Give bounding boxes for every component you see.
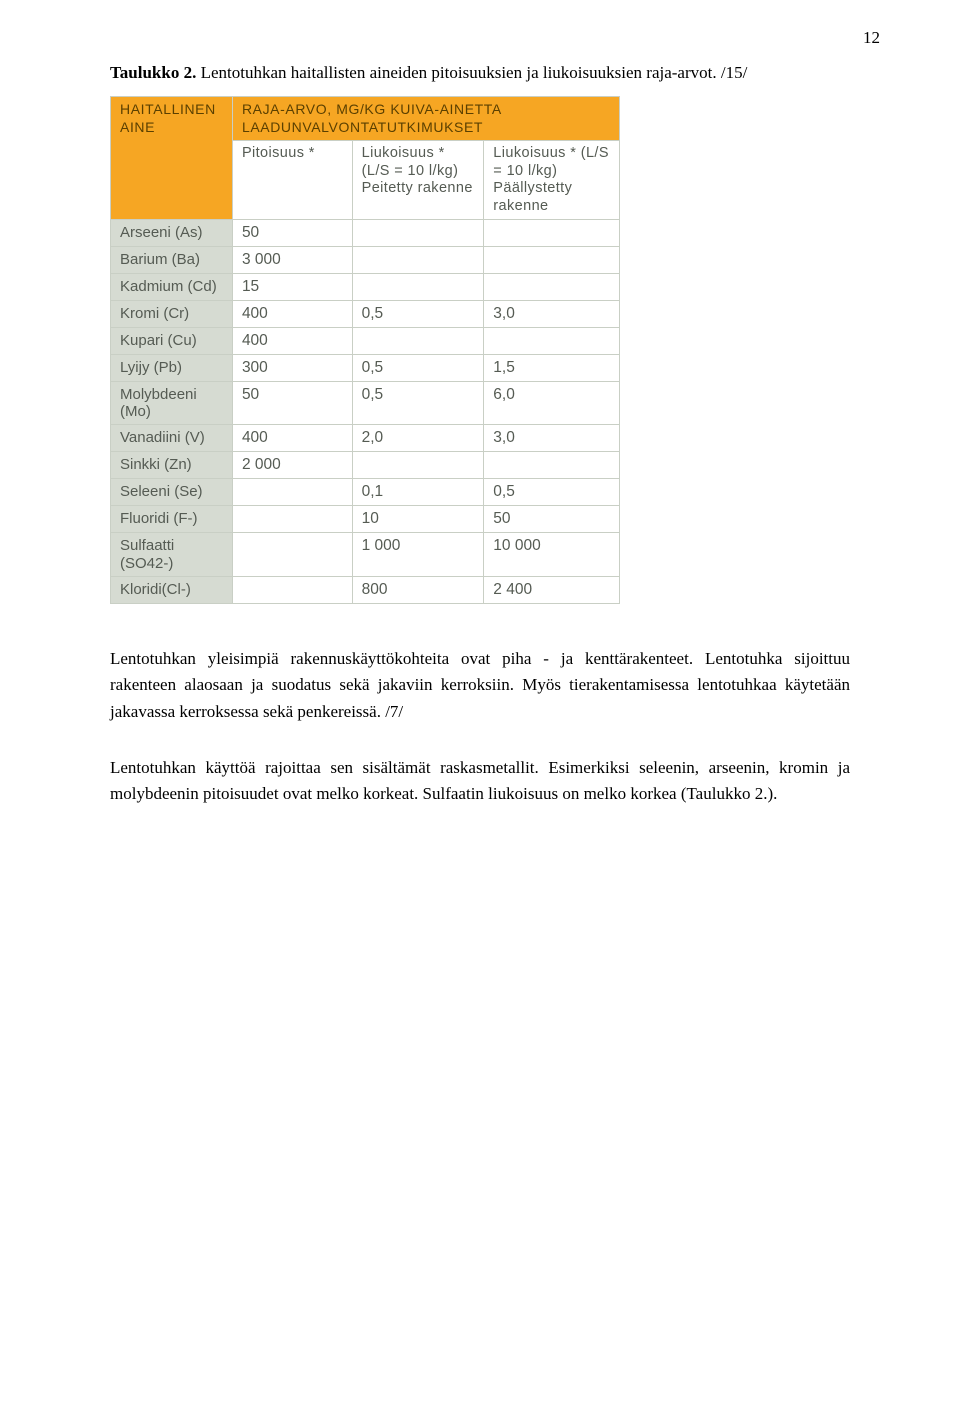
limits-table: HAITALLINEN AINE RAJA-ARVO, MG/KG KUIVA-… bbox=[110, 96, 620, 604]
cell-value bbox=[352, 273, 484, 300]
cell-value: 2 400 bbox=[484, 576, 620, 603]
table-row: Barium (Ba)3 000 bbox=[111, 246, 620, 273]
cell-value: 400 bbox=[232, 327, 352, 354]
table-row: Arseeni (As)50 bbox=[111, 219, 620, 246]
cell-value bbox=[232, 506, 352, 533]
cell-substance: Kadmium (Cd) bbox=[111, 273, 233, 300]
cell-value bbox=[352, 327, 484, 354]
paragraph-limits: Lentotuhkan käyttöä rajoittaa sen sisält… bbox=[110, 755, 850, 808]
cell-substance: Seleeni (Se) bbox=[111, 479, 233, 506]
cell-value: 50 bbox=[232, 381, 352, 425]
cell-substance: Vanadiini (V) bbox=[111, 425, 233, 452]
cell-substance: Barium (Ba) bbox=[111, 246, 233, 273]
cell-value: 50 bbox=[232, 219, 352, 246]
cell-value bbox=[352, 246, 484, 273]
table-caption: Taulukko 2. Lentotuhkan haitallisten ain… bbox=[110, 60, 850, 86]
paragraph-uses: Lentotuhkan yleisimpiä rakennuskäyttökoh… bbox=[110, 646, 850, 725]
limits-table-wrap: HAITALLINEN AINE RAJA-ARVO, MG/KG KUIVA-… bbox=[110, 96, 850, 604]
th-substance: HAITALLINEN AINE bbox=[111, 97, 233, 220]
cell-substance: Fluoridi (F-) bbox=[111, 506, 233, 533]
cell-value: 0,5 bbox=[352, 300, 484, 327]
cell-value: 0,5 bbox=[484, 479, 620, 506]
cell-value bbox=[484, 327, 620, 354]
cell-value bbox=[352, 452, 484, 479]
table-row: Seleeni (Se) 0,10,5 bbox=[111, 479, 620, 506]
cell-substance: Lyijy (Pb) bbox=[111, 354, 233, 381]
cell-value bbox=[232, 576, 352, 603]
table-row: Sinkki (Zn)2 000 bbox=[111, 452, 620, 479]
cell-value bbox=[484, 452, 620, 479]
cell-value bbox=[352, 219, 484, 246]
table-row: Kloridi(Cl-) 8002 400 bbox=[111, 576, 620, 603]
table-row: Fluoridi (F-) 1050 bbox=[111, 506, 620, 533]
th-solubility-covered: Liukoisuus * (L/S = 10 l/kg) Peitetty ra… bbox=[352, 141, 484, 220]
cell-substance: Molybdeeni (Mo) bbox=[111, 381, 233, 425]
cell-value: 800 bbox=[352, 576, 484, 603]
caption-text: Lentotuhkan haitallisten aineiden pitois… bbox=[201, 63, 748, 82]
cell-substance: Kupari (Cu) bbox=[111, 327, 233, 354]
table-row: Vanadiini (V)4002,03,0 bbox=[111, 425, 620, 452]
cell-value: 3,0 bbox=[484, 425, 620, 452]
cell-substance: Arseeni (As) bbox=[111, 219, 233, 246]
cell-value: 2,0 bbox=[352, 425, 484, 452]
cell-value: 400 bbox=[232, 425, 352, 452]
th-solubility-paved: Liukoisuus * (L/S = 10 l/kg) Päällystett… bbox=[484, 141, 620, 220]
cell-value bbox=[484, 246, 620, 273]
table-body: Arseeni (As)50Barium (Ba)3 000Kadmium (C… bbox=[111, 219, 620, 603]
table-row: Kromi (Cr)4000,53,0 bbox=[111, 300, 620, 327]
cell-value: 10 bbox=[352, 506, 484, 533]
cell-value: 400 bbox=[232, 300, 352, 327]
cell-substance: Kromi (Cr) bbox=[111, 300, 233, 327]
cell-substance: Kloridi(Cl-) bbox=[111, 576, 233, 603]
cell-value: 15 bbox=[232, 273, 352, 300]
cell-value: 0,1 bbox=[352, 479, 484, 506]
cell-value: 2 000 bbox=[232, 452, 352, 479]
cell-value bbox=[232, 479, 352, 506]
cell-value: 3,0 bbox=[484, 300, 620, 327]
cell-value: 6,0 bbox=[484, 381, 620, 425]
cell-value: 50 bbox=[484, 506, 620, 533]
table-row: Kadmium (Cd)15 bbox=[111, 273, 620, 300]
th-concentration: Pitoisuus * bbox=[232, 141, 352, 220]
cell-value: 3 000 bbox=[232, 246, 352, 273]
table-row: Molybdeeni (Mo)500,56,0 bbox=[111, 381, 620, 425]
table-row: Sulfaatti (SO42-) 1 00010 000 bbox=[111, 533, 620, 577]
cell-value: 300 bbox=[232, 354, 352, 381]
cell-value bbox=[484, 219, 620, 246]
table-row: Lyijy (Pb)3000,51,5 bbox=[111, 354, 620, 381]
table-row: Kupari (Cu)400 bbox=[111, 327, 620, 354]
cell-value: 1 000 bbox=[352, 533, 484, 577]
cell-value: 0,5 bbox=[352, 354, 484, 381]
cell-value: 1,5 bbox=[484, 354, 620, 381]
caption-prefix: Taulukko 2. bbox=[110, 63, 201, 82]
cell-substance: Sinkki (Zn) bbox=[111, 452, 233, 479]
cell-value: 10 000 bbox=[484, 533, 620, 577]
page-number: 12 bbox=[863, 28, 880, 48]
th-limits: RAJA-ARVO, MG/KG KUIVA-AINETTA LAADUNVAL… bbox=[232, 97, 619, 141]
cell-value bbox=[484, 273, 620, 300]
cell-value bbox=[232, 533, 352, 577]
cell-substance: Sulfaatti (SO42-) bbox=[111, 533, 233, 577]
cell-value: 0,5 bbox=[352, 381, 484, 425]
